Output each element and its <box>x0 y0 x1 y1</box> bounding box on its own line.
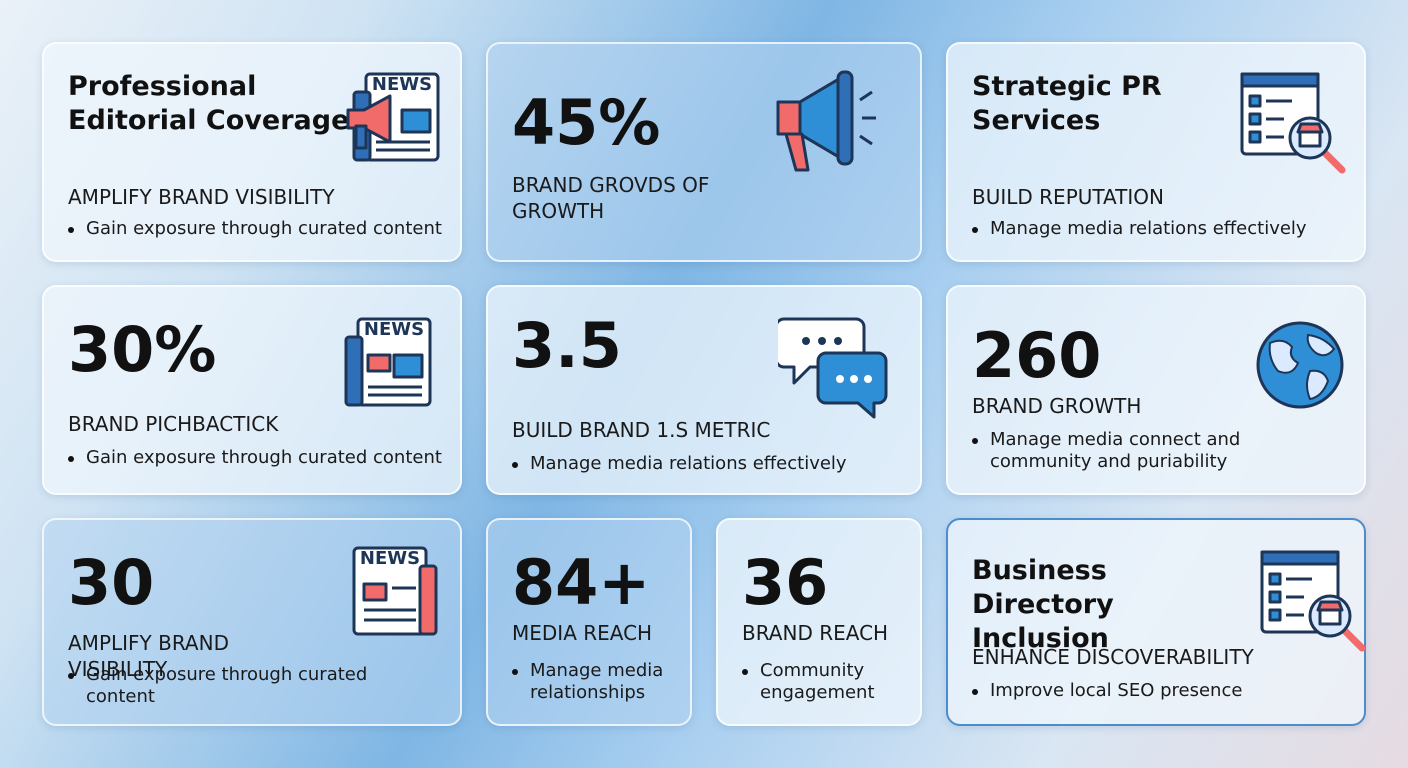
card-title: Business Directory Inclusion <box>972 555 1114 654</box>
card-title: Professional Editorial Coverage <box>68 71 350 136</box>
bullet-text: Gain exposure through curated content <box>66 218 466 240</box>
card: 30% BRAND PICHBACTICK Gain exposure throug… <box>42 285 462 495</box>
icon-text: NEWS <box>364 319 424 340</box>
card-label: ENHANCE DISCOVERABILITY <box>972 645 1254 669</box>
icon: NEWS <box>344 317 432 407</box>
bullet-text: Manage media relations effectively <box>510 453 920 475</box>
icon <box>1260 550 1366 652</box>
bullet-text: Gain exposure through curated content <box>66 447 476 469</box>
card-label: AMPLIFY BRAND VISIBILITY <box>68 631 229 681</box>
icon <box>778 317 888 419</box>
card-label: BUILD BRAND 1.S METRIC <box>512 418 771 442</box>
icon-text: NEWS <box>360 548 420 569</box>
stat-value: 84+ <box>512 546 651 619</box>
card: Professional Editorial Coverage AMPLIFY B… <box>42 42 462 262</box>
icon <box>1256 321 1344 409</box>
bullet-text: Manage media relationships <box>510 660 700 704</box>
stat-value: 3.5 <box>512 309 622 382</box>
card: 36 BRAND REACH Community engagement <box>716 518 922 726</box>
stat-value: 36 <box>742 546 829 619</box>
icon-text: NEWS <box>372 74 432 95</box>
stat-value: 30 <box>68 546 155 619</box>
card-label: BRAND PICHBACTICK <box>68 412 279 436</box>
card-label: AMPLIFY BRAND VISIBILITY <box>68 185 335 209</box>
icon: NEWS <box>352 546 438 636</box>
card: 260 BRAND GROWTH Manage media connect and … <box>946 285 1366 495</box>
icon <box>1240 72 1346 174</box>
stat-value: 30% <box>68 313 217 386</box>
bullet-text: Improve local SEO presence <box>970 680 1370 702</box>
icon: NEWS <box>346 72 440 162</box>
bullet-text: Manage media connect and community and p… <box>970 429 1310 473</box>
card: 3.5 BUILD BRAND 1.S METRIC Manage media re… <box>486 285 922 495</box>
card: Strategic PR Services BUILD REPUTATION Man… <box>946 42 1366 262</box>
bullet-text: Manage media relations effectively <box>970 218 1370 240</box>
card: 84+ MEDIA REACH Manage media relationships <box>486 518 692 726</box>
card-title: Strategic PR Services <box>972 71 1162 136</box>
card-label: BUILD REPUTATION <box>972 185 1165 209</box>
stat-value: 260 <box>972 319 1102 392</box>
stat-value: 45% <box>512 86 661 159</box>
card-label: MEDIA REACH <box>512 621 653 645</box>
bullet-text: Gain exposure through curated content <box>66 664 406 708</box>
card: Business Directory Inclusion ENHANCE DISC… <box>946 518 1366 726</box>
icon <box>776 70 876 172</box>
card: 30 AMPLIFY BRAND VISIBILITY Gain exposure … <box>42 518 462 726</box>
card: 45% BRAND GROVDS OF GROWTH <box>486 42 922 262</box>
card-label: BRAND GROWTH <box>972 394 1142 418</box>
card-label: BRAND REACH <box>742 621 889 645</box>
bullet-text: Community engagement <box>740 660 930 704</box>
card-label: BRAND GROVDS OF GROWTH <box>512 173 710 223</box>
